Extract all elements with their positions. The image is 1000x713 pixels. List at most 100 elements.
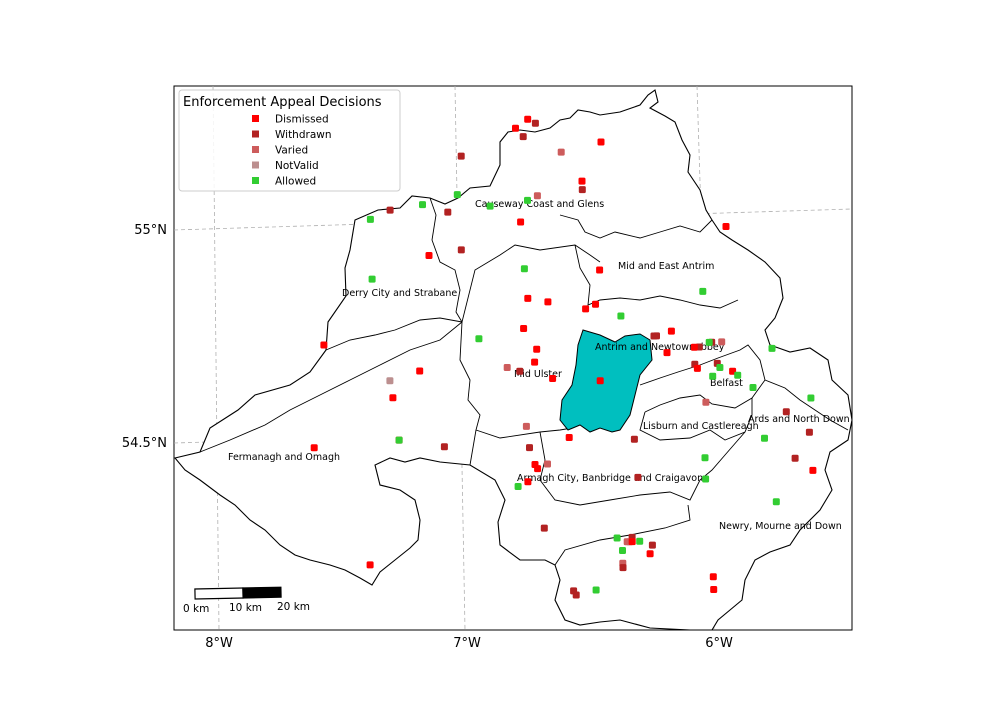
appeal-point-allowed xyxy=(705,338,713,346)
district-labels: Causeway Coast and Glens Mid and East An… xyxy=(228,199,850,532)
appeal-point-dismissed xyxy=(578,177,586,185)
appeal-point-dismissed xyxy=(596,377,604,385)
appeal-point-dismissed xyxy=(366,561,374,569)
scale-label-10: 10 km xyxy=(229,602,262,614)
legend-item-dismissed: Dismissed xyxy=(252,114,329,126)
appeal-point-allowed xyxy=(524,196,531,204)
appeal-point-dismissed xyxy=(565,434,573,441)
appeal-point-varied xyxy=(557,148,565,156)
legend-label-dismissed: Dismissed xyxy=(275,114,329,126)
appeal-point-allowed xyxy=(613,534,621,542)
appeal-point-dismissed xyxy=(512,124,519,132)
appeal-point-withdrawn xyxy=(653,332,660,340)
legend-item-allowed: Allowed xyxy=(252,176,316,188)
appeal-point-allowed xyxy=(617,312,625,320)
boundary-ards xyxy=(764,379,849,431)
appeal-point-withdrawn xyxy=(516,367,524,375)
region-outline xyxy=(174,89,852,630)
appeal-point-allowed xyxy=(761,434,768,442)
boundary-derry-fermanagh xyxy=(325,317,463,351)
appeal-point-withdrawn xyxy=(457,152,465,160)
appeal-point-dismissed xyxy=(597,138,605,146)
appeal-point-withdrawn xyxy=(572,591,580,599)
label-ards: Ards and North Down xyxy=(748,414,850,425)
legend-item-withdrawn: Withdrawn xyxy=(252,129,332,141)
appeal-point-allowed xyxy=(368,275,376,283)
boundary-midulster-antrim xyxy=(574,244,739,309)
legend-box xyxy=(178,89,401,192)
appeal-point-allowed xyxy=(772,498,780,506)
appeal-point-allowed xyxy=(716,364,724,371)
appeal-point-dismissed xyxy=(592,300,599,308)
appeal-point-varied xyxy=(544,460,551,468)
appeal-point-allowed xyxy=(699,287,707,295)
boundary-causeway-east xyxy=(559,214,713,239)
boundary-fermanagh-tyrone xyxy=(199,321,463,453)
label-causeway: Causeway Coast and Glens xyxy=(475,199,604,210)
appeal-point-withdrawn xyxy=(634,473,642,481)
appeal-point-dismissed xyxy=(582,305,590,313)
appeal-point-dismissed xyxy=(663,349,671,357)
appeal-point-varied xyxy=(533,192,541,200)
appeal-point-dismissed xyxy=(416,367,424,375)
appeal-point-allowed xyxy=(734,371,742,379)
boundary-derry-causeway xyxy=(429,197,463,323)
appeal-point-allowed xyxy=(768,344,776,352)
label-mid-east-antrim: Mid and East Antrim xyxy=(618,261,714,272)
appeal-point-withdrawn xyxy=(444,208,452,216)
legend-marker-withdrawn xyxy=(252,130,259,138)
appeal-point-withdrawn xyxy=(578,186,586,194)
legend-marker-dismissed xyxy=(252,115,259,122)
legend-label-allowed: Allowed xyxy=(275,176,316,188)
boundary-antrim-belfast xyxy=(639,344,766,413)
appeal-point-dismissed xyxy=(690,343,698,351)
appeal-point-dismissed xyxy=(709,573,717,581)
appeal-point-dismissed xyxy=(544,298,552,306)
scale-label-20: 20 km xyxy=(277,601,310,613)
lon-tick-8w: 8°W xyxy=(205,636,233,651)
appeal-point-withdrawn xyxy=(619,564,627,572)
appeal-point-allowed xyxy=(701,454,709,462)
appeal-point-withdrawn xyxy=(648,541,656,549)
appeal-point-withdrawn xyxy=(540,524,548,532)
scale-label-0: 0 km xyxy=(183,603,209,615)
scale-bar-segment-white xyxy=(194,587,244,600)
appeal-point-varied xyxy=(522,422,530,430)
lat-tick-55n: 55°N xyxy=(134,223,167,238)
appeal-point-dismissed xyxy=(710,586,718,593)
legend: Enforcement Appeal Decisions Dismissed Wi… xyxy=(178,89,401,192)
appeal-point-dismissed xyxy=(524,115,532,123)
appeal-point-dismissed xyxy=(549,375,557,382)
appeal-point-withdrawn xyxy=(440,443,448,451)
appeal-point-varied xyxy=(503,364,511,371)
boundary-armagh-newry xyxy=(539,431,746,506)
appeal-point-withdrawn xyxy=(805,428,813,436)
appeal-point-withdrawn xyxy=(519,133,527,141)
appeal-point-allowed xyxy=(514,483,522,490)
lon-tick-7w: 7°W xyxy=(453,636,481,651)
boundary-armagh-west xyxy=(469,429,477,466)
appeal-point-withdrawn xyxy=(386,206,394,214)
lough-neagh xyxy=(559,329,653,433)
appeal-point-allowed xyxy=(636,537,644,545)
appeal-point-allowed xyxy=(619,547,626,554)
legend-marker-notvalid xyxy=(252,161,259,169)
appeal-point-dismissed xyxy=(646,550,654,558)
appeal-point-dismissed xyxy=(533,345,541,353)
legend-items: Dismissed Withdrawn Varied NotValid Allowed xyxy=(252,114,332,188)
legend-marker-varied xyxy=(252,146,259,153)
label-mid-ulster: Mid Ulster xyxy=(514,369,562,380)
appeal-point-allowed xyxy=(419,201,426,209)
appeal-point-dismissed xyxy=(310,444,318,452)
label-fermanagh: Fermanagh and Omagh xyxy=(228,452,340,463)
legend-label-withdrawn: Withdrawn xyxy=(275,129,332,141)
appeal-point-dismissed xyxy=(524,294,532,302)
legend-item-notvalid: NotValid xyxy=(252,160,319,172)
appeal-point-allowed xyxy=(709,372,717,380)
scale-bar-segment-black xyxy=(242,586,282,599)
legend-title: Enforcement Appeal Decisions xyxy=(183,95,382,110)
appeal-point-withdrawn xyxy=(457,246,465,254)
legend-item-varied: Varied xyxy=(252,145,308,157)
appeal-point-withdrawn xyxy=(782,408,790,416)
